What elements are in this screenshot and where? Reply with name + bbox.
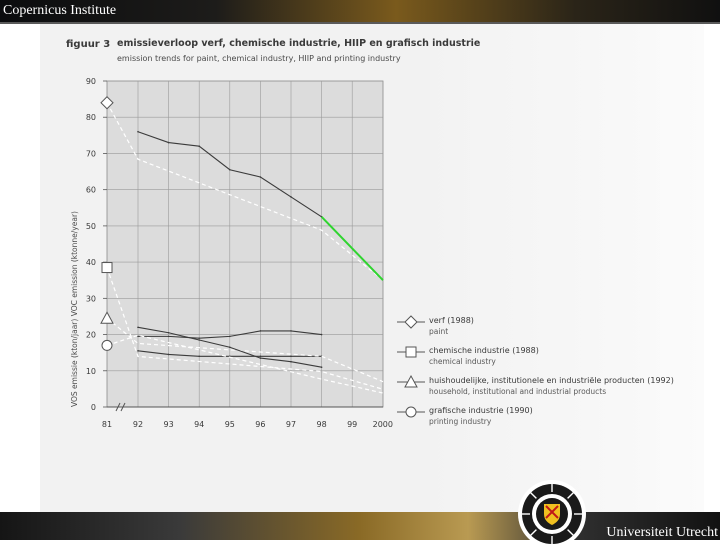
- header-bar: Copernicus Institute: [0, 0, 720, 24]
- target-line-2: [106, 267, 384, 390]
- data-point: [320, 366, 323, 368]
- data-point: [229, 346, 231, 349]
- figure-subtitle: emission trends for paint, chemical indu…: [117, 54, 401, 63]
- start-marker-square: [101, 262, 113, 274]
- legend-marker-circle: [405, 406, 417, 418]
- data-point: [198, 355, 200, 358]
- start-marker-circle: [101, 339, 113, 351]
- start-marker-diamond: [100, 96, 114, 110]
- data-point: [137, 350, 139, 352]
- y-tick-label: 90: [86, 77, 96, 86]
- plot-area: [106, 80, 384, 408]
- legend-marker-diamond: [404, 315, 418, 329]
- y-tick-label: 20: [86, 331, 96, 340]
- data-point: [167, 335, 170, 338]
- y-axis-label: VOS emissie (kton/jaar) VOC emission (kt…: [70, 211, 79, 407]
- footer-bar: Universiteit Utrecht: [0, 512, 720, 540]
- x-tick-label: 81: [102, 420, 112, 429]
- y-tick-label: 30: [86, 294, 96, 303]
- data-point: [259, 357, 262, 359]
- y-tick-label: 40: [86, 258, 96, 267]
- university-seal-logo: [518, 480, 586, 548]
- x-tick-label: 93: [164, 420, 174, 429]
- y-tick-label: 10: [86, 367, 96, 376]
- data-point: [198, 145, 200, 147]
- legend-marker-square: [405, 346, 417, 358]
- data-point: [167, 353, 170, 356]
- projection-line: [320, 216, 384, 281]
- legend-label-en: printing industry: [429, 417, 492, 426]
- data-point: [137, 130, 139, 133]
- figure-label: figuur 3: [66, 39, 110, 50]
- scan-paper-fade: [420, 24, 704, 512]
- data-point: [290, 196, 292, 198]
- x-tick-label: 2000: [373, 420, 393, 429]
- data-point: [229, 168, 231, 171]
- header-title: Copernicus Institute: [3, 3, 117, 18]
- x-tick-label: 92: [133, 420, 143, 429]
- legend-label: verf (1988): [429, 316, 474, 325]
- legend-label: grafische industrie (1990): [429, 406, 533, 415]
- x-tick-label: 97: [286, 420, 296, 429]
- y-tick-label: 50: [86, 222, 96, 231]
- data-point: [259, 355, 262, 358]
- data-point: [290, 360, 292, 363]
- data-point: [259, 176, 262, 178]
- y-tick-label: 0: [91, 403, 96, 412]
- figure-title: emissieverloop verf, chemische industrie…: [117, 38, 480, 49]
- data-point: [259, 330, 262, 332]
- data-point: [290, 355, 292, 358]
- data-point: [198, 337, 200, 339]
- x-tick-label: 94: [194, 420, 204, 429]
- legend-marker-triangle: [404, 374, 418, 388]
- x-tick-label: 99: [347, 420, 357, 429]
- start-marker-triangle: [100, 311, 114, 324]
- data-point: [167, 331, 170, 334]
- x-tick-label: 96: [255, 420, 265, 429]
- y-tick-label: 60: [86, 186, 96, 195]
- x-tick-label: 95: [225, 420, 235, 429]
- y-tick-label: 80: [86, 113, 96, 122]
- data-point: [229, 335, 231, 338]
- footer-university-name: Universiteit Utrecht: [606, 525, 718, 540]
- x-tick-label: 98: [317, 420, 327, 429]
- data-point: [198, 339, 200, 341]
- target-line-4: [106, 334, 384, 394]
- header-divider: [0, 22, 720, 24]
- data-point: [290, 330, 292, 332]
- y-tick-label: 70: [86, 149, 96, 158]
- legend-label: chemische industrie (1988): [429, 346, 539, 355]
- legend-label-en: chemical industry: [429, 357, 496, 366]
- legend-label-en: household, institutional and industrial …: [429, 387, 606, 396]
- data-point: [167, 141, 170, 144]
- legend-label-en: paint: [429, 327, 448, 336]
- target-line-1: [106, 102, 384, 281]
- data-point: [137, 335, 139, 338]
- data-point: [320, 333, 323, 336]
- legend-label: huishoudelijke, institutionele en indust…: [429, 376, 674, 385]
- data-point: [137, 326, 139, 329]
